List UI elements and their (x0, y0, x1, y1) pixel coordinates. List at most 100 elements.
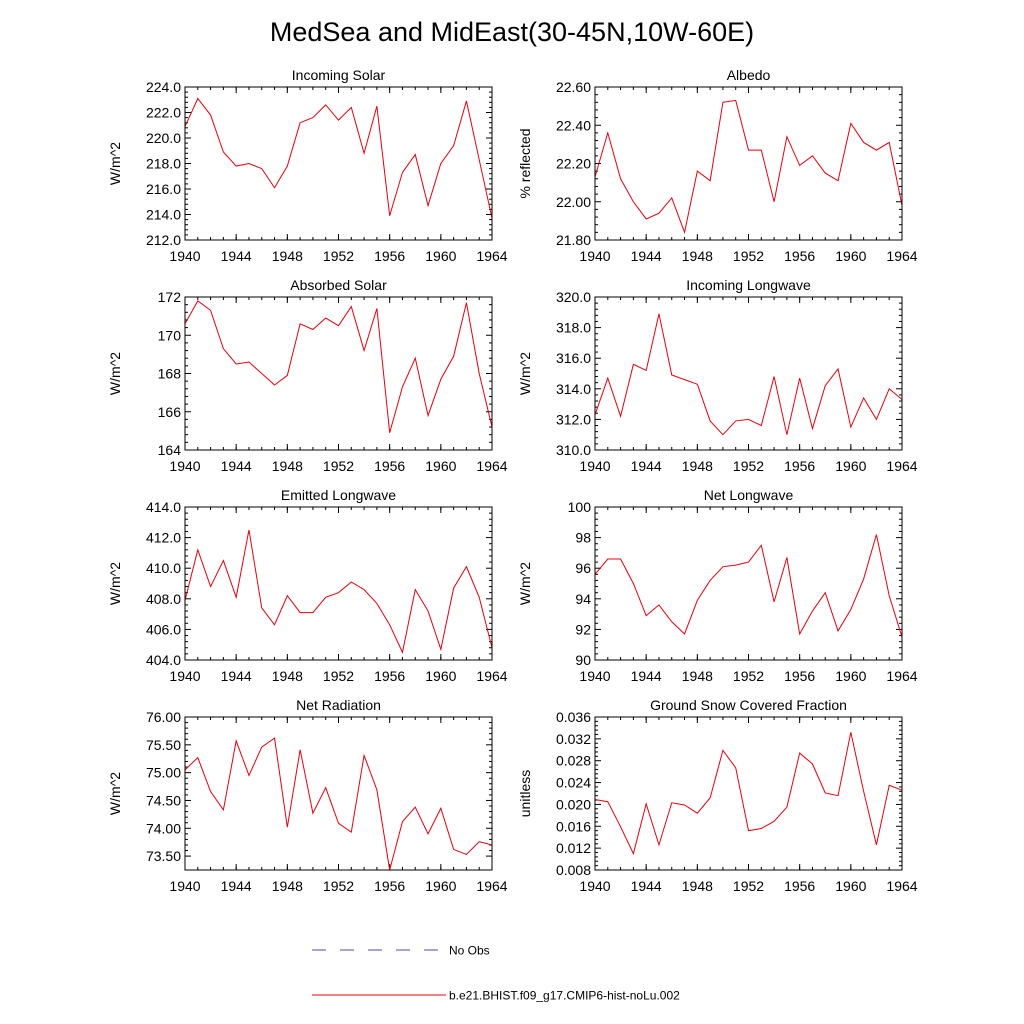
x-tick-label: 1956 (374, 878, 405, 894)
x-tick-label: 1952 (323, 878, 354, 894)
plot-frame (184, 86, 493, 241)
y-tick-label: 0.008 (556, 862, 591, 878)
x-tick-label: 1940 (169, 248, 200, 264)
plot-frame (184, 296, 493, 451)
series-line-0 (594, 732, 903, 856)
y-axis-label: W/m^2 (517, 562, 533, 605)
y-tick-label: 316.0 (556, 350, 591, 366)
y-tick-label: 222.0 (146, 105, 181, 121)
panel-0: Incoming Solar W/m^2 1940 1944 1948 1952 1956 1… (107, 67, 508, 264)
y-tick-label: 410.0 (146, 560, 181, 576)
x-tick-label: 1964 (886, 458, 917, 474)
panel-title: Incoming Solar (292, 67, 386, 83)
y-tick-label: 98 (575, 530, 591, 546)
y-tick-label: 314.0 (556, 381, 591, 397)
x-tick-label: 1952 (323, 248, 354, 264)
series-line-0 (184, 529, 493, 654)
y-tick-label: 168 (158, 366, 182, 382)
series-line-0 (594, 313, 903, 436)
y-tick-label: 73.50 (146, 848, 181, 864)
series-line-0 (184, 97, 493, 219)
x-tick-label: 1944 (631, 248, 662, 264)
panel-2: Absorbed Solar W/m^2 1940 1944 1948 1952 1956 1… (107, 277, 508, 474)
y-tick-label: 0.032 (556, 731, 591, 747)
x-tick-label: 1940 (579, 668, 610, 684)
x-tick-label: 1948 (272, 458, 303, 474)
x-tick-label: 1956 (374, 668, 405, 684)
y-axis-label: W/m^2 (107, 352, 123, 395)
series-line-0 (184, 300, 493, 433)
y-tick-label: 21.80 (556, 232, 591, 248)
x-tick-label: 1940 (169, 878, 200, 894)
plot-frame (594, 716, 903, 871)
x-tick-label: 1960 (835, 668, 866, 684)
x-tick-label: 1964 (886, 668, 917, 684)
x-tick-label: 1952 (733, 878, 764, 894)
y-axis-label: W/m^2 (107, 142, 123, 185)
x-tick-label: 1956 (784, 248, 815, 264)
x-tick-label: 1948 (272, 248, 303, 264)
y-tick-label: 22.40 (556, 117, 591, 133)
x-tick-label: 1940 (579, 878, 610, 894)
y-tick-label: 412.0 (146, 530, 181, 546)
panel-title: Net Radiation (296, 697, 381, 713)
x-tick-label: 1948 (272, 878, 303, 894)
y-tick-label: 218.0 (146, 156, 181, 172)
series-line-0 (184, 737, 493, 871)
y-tick-label: 0.036 (556, 709, 591, 725)
x-tick-label: 1960 (425, 458, 456, 474)
y-tick-label: 214.0 (146, 207, 181, 223)
y-tick-label: 310.0 (556, 442, 591, 458)
legend-label-no-obs: No Obs (449, 944, 490, 958)
x-tick-label: 1944 (221, 668, 252, 684)
y-tick-label: 76.00 (146, 709, 181, 725)
x-tick-label: 1948 (272, 668, 303, 684)
x-tick-label: 1944 (631, 878, 662, 894)
y-tick-label: 216.0 (146, 181, 181, 197)
plot-frame (594, 296, 903, 451)
panel-title: Net Longwave (704, 487, 794, 503)
panel-title: Albedo (727, 67, 771, 83)
x-tick-label: 1944 (221, 248, 252, 264)
series-line-0 (594, 534, 903, 638)
y-tick-label: 312.0 (556, 411, 591, 427)
y-axis-label: % reflected (517, 128, 533, 198)
plot-frame (184, 506, 493, 661)
y-tick-label: 224.0 (146, 79, 181, 95)
x-tick-label: 1944 (221, 878, 252, 894)
x-tick-label: 1952 (733, 458, 764, 474)
y-tick-label: 74.50 (146, 792, 181, 808)
x-tick-label: 1960 (835, 878, 866, 894)
y-tick-label: 170 (158, 327, 182, 343)
plot-frame (594, 506, 903, 661)
y-tick-label: 320.0 (556, 289, 591, 305)
legend: No Obs b.e21.BHIST.f09_g17.CMIP6-hist-no… (312, 944, 680, 1003)
x-tick-label: 1960 (835, 248, 866, 264)
x-tick-label: 1940 (169, 668, 200, 684)
y-tick-label: 164 (158, 442, 182, 458)
y-tick-label: 414.0 (146, 499, 181, 515)
y-tick-label: 0.020 (556, 796, 591, 812)
x-tick-label: 1944 (221, 458, 252, 474)
y-tick-label: 74.00 (146, 820, 181, 836)
y-tick-label: 75.00 (146, 765, 181, 781)
x-tick-label: 1964 (476, 668, 507, 684)
x-tick-label: 1948 (682, 668, 713, 684)
x-tick-label: 1948 (682, 878, 713, 894)
x-tick-label: 1964 (886, 878, 917, 894)
x-tick-label: 1964 (476, 458, 507, 474)
x-tick-label: 1944 (631, 668, 662, 684)
figure-title: MedSea and MidEast(30-45N,10W-60E) (270, 17, 754, 47)
y-tick-label: 172 (158, 289, 182, 305)
x-tick-label: 1956 (784, 878, 815, 894)
x-tick-label: 1964 (476, 878, 507, 894)
panel-4: Emitted Longwave W/m^2 1940 1944 1948 1952 195… (107, 487, 508, 684)
x-tick-label: 1956 (784, 458, 815, 474)
y-tick-label: 75.50 (146, 737, 181, 753)
y-tick-label: 90 (575, 652, 591, 668)
y-tick-label: 22.00 (556, 194, 591, 210)
x-tick-label: 1952 (323, 668, 354, 684)
y-tick-label: 96 (575, 560, 591, 576)
x-tick-label: 1956 (374, 248, 405, 264)
